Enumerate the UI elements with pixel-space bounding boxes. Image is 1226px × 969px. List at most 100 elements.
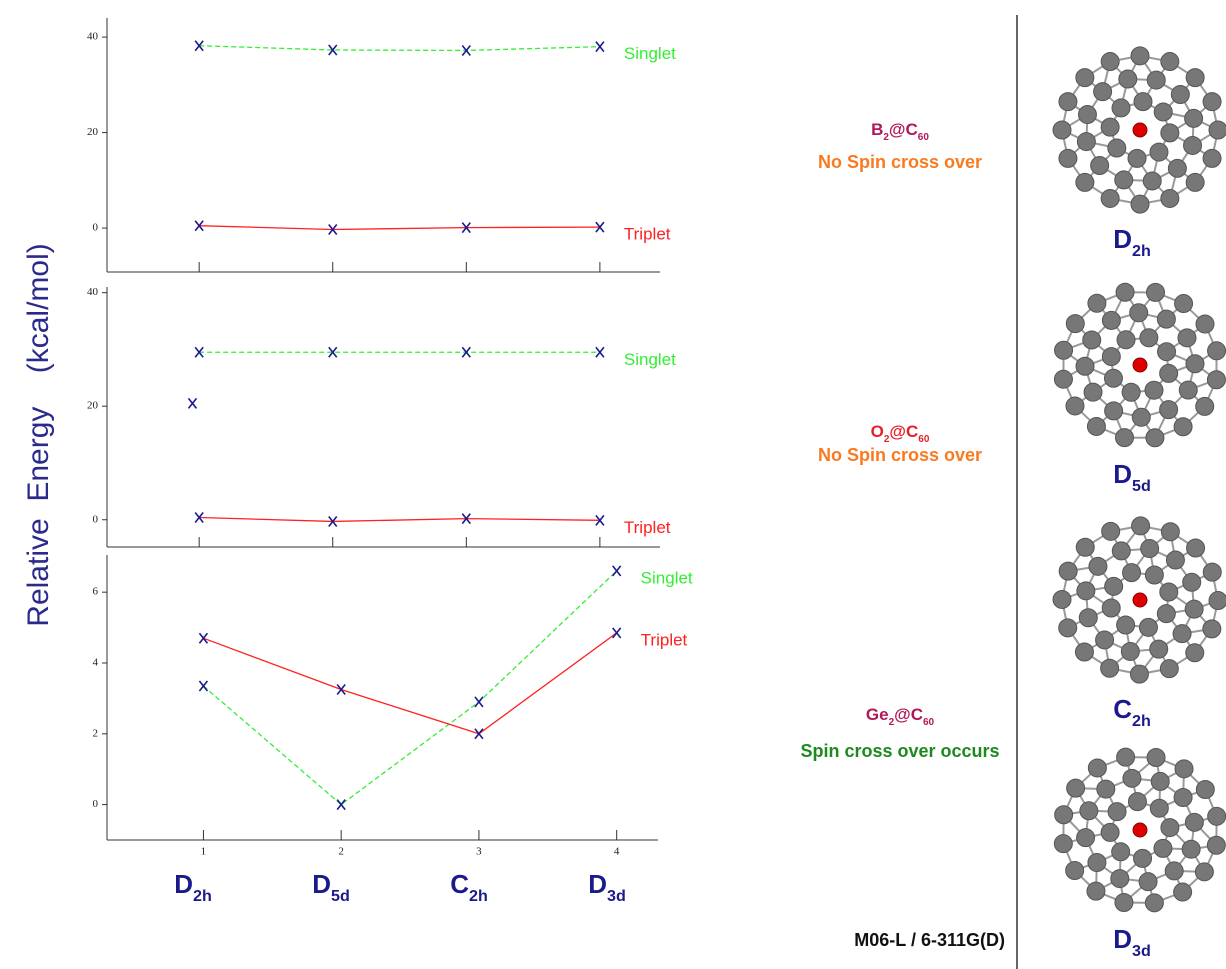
atom: [1203, 563, 1221, 581]
atom: [1185, 813, 1203, 831]
y-tick-label: 2: [93, 727, 99, 739]
atom: [1185, 600, 1203, 618]
atom: [1157, 310, 1175, 328]
fullerene: [1054, 283, 1225, 446]
molecule-part: @C: [889, 422, 918, 441]
atom: [1187, 539, 1205, 557]
series-line: [199, 226, 600, 230]
atom: [1121, 642, 1139, 660]
atom: [1088, 294, 1106, 312]
atom: [1130, 304, 1148, 322]
marker: [188, 398, 196, 408]
atom: [1175, 295, 1193, 313]
fullerene: [1053, 517, 1226, 683]
atom: [1077, 133, 1095, 151]
atom: [1054, 835, 1072, 853]
atom: [1096, 631, 1114, 649]
atom: [1209, 592, 1226, 610]
atom: [1104, 369, 1122, 387]
series-line: [199, 46, 600, 51]
x-tick-label: 2: [338, 846, 344, 858]
atom: [1089, 557, 1107, 575]
marker: [475, 697, 483, 707]
atom: [1154, 103, 1172, 121]
x-axis-symmetry-main: D: [588, 869, 607, 899]
atom: [1117, 616, 1135, 634]
atom: [1168, 159, 1186, 177]
x-tick-label: 1: [201, 846, 207, 858]
x-axis-symmetry-sub: 3d: [607, 887, 626, 905]
atom: [1112, 99, 1130, 117]
x-axis-symmetry: D5d: [312, 869, 350, 905]
guest-atom: [1133, 823, 1147, 837]
x-axis-symmetry-main: D: [174, 869, 193, 899]
structure-label-sub: 5d: [1132, 477, 1151, 495]
molecule-sub: 60: [923, 717, 935, 728]
atom: [1108, 139, 1126, 157]
atom: [1080, 802, 1098, 820]
structure-label-sub: 2h: [1132, 712, 1151, 730]
atom: [1087, 417, 1105, 435]
molecule-label: Ge2@C60: [866, 705, 935, 728]
atom: [1102, 599, 1120, 617]
panel-note: No Spin cross over: [818, 152, 982, 172]
molecule-part: @C: [894, 705, 923, 724]
molecule-part: Ge: [866, 705, 889, 724]
atom: [1112, 542, 1130, 560]
atom: [1145, 566, 1163, 584]
atom: [1119, 70, 1137, 88]
atom: [1184, 136, 1202, 154]
atom: [1179, 381, 1197, 399]
structure-label: D5d: [1113, 459, 1151, 495]
atom: [1173, 625, 1191, 643]
atom: [1078, 106, 1096, 124]
marker: [613, 628, 621, 638]
atom: [1111, 870, 1129, 888]
atom: [1115, 894, 1133, 912]
atom: [1077, 829, 1095, 847]
structure-label-main: D: [1113, 924, 1132, 954]
atom: [1066, 315, 1084, 333]
atom: [1174, 789, 1192, 807]
x-axis-symmetry: D2h: [174, 869, 212, 905]
fullerene: [1054, 748, 1225, 912]
marker: [596, 347, 604, 357]
series-label: Singlet: [624, 350, 676, 369]
atom: [1075, 643, 1093, 661]
structure-label-main: D: [1113, 224, 1132, 254]
molecule-label: B2@C60: [871, 120, 929, 143]
x-axis-symmetry-sub: 2h: [193, 887, 212, 905]
structure-label-main: C: [1113, 694, 1132, 724]
atom: [1147, 748, 1165, 766]
series-line: [203, 633, 616, 734]
atom: [1145, 381, 1163, 399]
y-axis-label: Relative Energy (kcal/mol): [22, 243, 55, 626]
x-axis-symmetry-sub: 5d: [331, 887, 350, 905]
atom: [1161, 124, 1179, 142]
atom: [1055, 806, 1073, 824]
atom: [1183, 573, 1201, 591]
x-axis-symmetry-sub: 2h: [469, 887, 488, 905]
structure-label: C2h: [1113, 694, 1151, 730]
atom: [1208, 342, 1226, 360]
atom: [1128, 793, 1146, 811]
atom: [1108, 803, 1126, 821]
atom: [1053, 590, 1071, 608]
atom: [1076, 357, 1094, 375]
atom: [1196, 315, 1214, 333]
atom: [1161, 189, 1179, 207]
x-axis-symmetry-main: C: [450, 869, 469, 899]
atom: [1209, 121, 1226, 139]
atom: [1160, 401, 1178, 419]
atom: [1094, 83, 1112, 101]
atom: [1088, 759, 1106, 777]
atom: [1105, 402, 1123, 420]
x-tick-label: 4: [614, 846, 620, 858]
y-tick-label: 0: [93, 798, 99, 810]
atom: [1101, 53, 1119, 71]
atom: [1055, 341, 1073, 359]
atom: [1203, 149, 1221, 167]
